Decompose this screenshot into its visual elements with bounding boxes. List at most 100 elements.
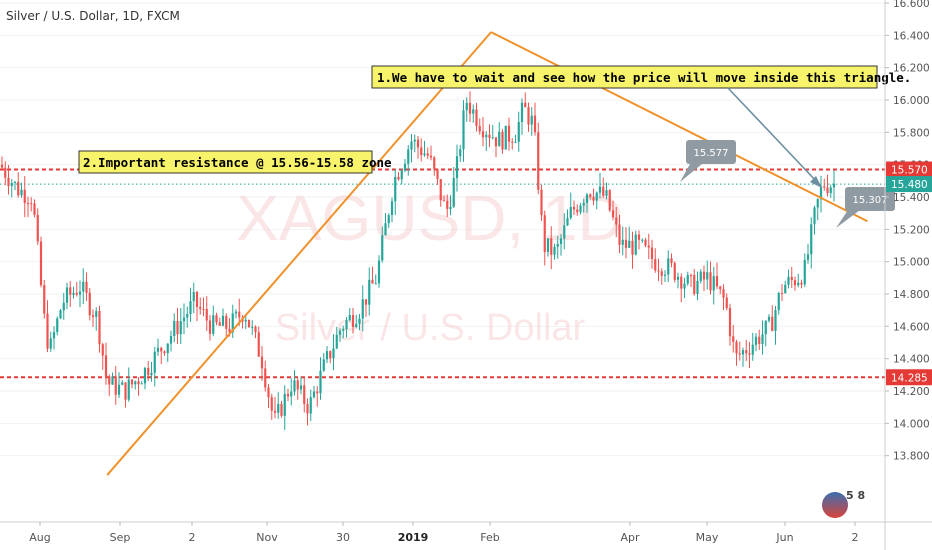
candle — [754, 333, 758, 352]
candle — [478, 118, 481, 135]
candle — [660, 268, 663, 285]
candle — [413, 134, 416, 153]
candle — [208, 315, 212, 341]
candle — [199, 297, 202, 315]
candle — [111, 372, 114, 385]
x-tick-label: 2019 — [398, 531, 429, 544]
candle — [218, 317, 221, 327]
trendline[interactable] — [106, 31, 492, 476]
publisher-logo[interactable]: 5 8 — [822, 489, 865, 518]
candle — [693, 268, 696, 296]
candle — [426, 147, 429, 159]
candle — [371, 266, 374, 284]
candle — [101, 342, 104, 370]
candle — [689, 273, 693, 288]
candle — [117, 372, 121, 399]
candle — [91, 309, 95, 327]
candle — [78, 280, 82, 308]
candle — [761, 320, 764, 355]
candle — [436, 168, 439, 185]
candle — [465, 97, 468, 122]
candle — [7, 164, 10, 195]
candle — [433, 155, 436, 176]
candle — [137, 377, 140, 396]
candle — [455, 144, 459, 192]
candle — [585, 192, 589, 213]
candle — [95, 307, 98, 331]
candle — [699, 269, 702, 284]
grid — [0, 2, 885, 457]
candle — [286, 388, 290, 402]
candle — [491, 125, 494, 140]
candle — [663, 270, 667, 283]
candle — [192, 282, 195, 314]
candle — [810, 217, 813, 269]
candle — [543, 210, 546, 266]
candle — [20, 182, 23, 198]
candle — [182, 303, 186, 335]
callout-upper-text: 15.577 — [694, 148, 729, 159]
candle — [121, 379, 124, 386]
candlestick-series — [0, 91, 836, 430]
candle — [140, 380, 143, 385]
candle — [780, 284, 784, 302]
candle — [741, 347, 745, 367]
candle — [738, 341, 741, 361]
y-tick-label: 15.000 — [893, 257, 930, 269]
candle — [559, 234, 563, 256]
candle — [595, 191, 598, 210]
callout-upper[interactable]: 15.577 — [680, 140, 736, 182]
candle — [676, 272, 680, 289]
x-axis[interactable]: Aug Sep 2 Nov 30 2019 Feb Apr May Jun 2 — [29, 522, 859, 544]
candle — [706, 260, 709, 290]
callout-lower[interactable]: 15.307 — [836, 187, 895, 228]
candle — [462, 100, 465, 162]
candle — [442, 195, 446, 202]
y-tick-label: 14.200 — [893, 386, 930, 398]
candle — [715, 262, 719, 290]
candle — [17, 172, 20, 198]
candle — [472, 104, 475, 123]
note-2-box[interactable] — [78, 150, 373, 174]
candle — [553, 243, 556, 260]
candle — [322, 352, 325, 372]
candle — [147, 361, 150, 382]
candle — [468, 91, 472, 123]
candle — [335, 326, 338, 350]
callout-lower-text: 15.307 — [853, 195, 888, 206]
candle — [400, 168, 403, 185]
candle — [316, 385, 319, 407]
candle — [189, 287, 192, 322]
x-tick-label: Aug — [29, 531, 50, 544]
candle — [290, 378, 293, 406]
candle — [498, 122, 501, 147]
candle — [280, 400, 283, 418]
candle — [488, 124, 491, 148]
candle — [309, 389, 312, 422]
candle — [696, 271, 699, 301]
candle — [816, 198, 819, 221]
candle — [169, 330, 173, 352]
x-tick-label: Feb — [480, 531, 499, 544]
candle — [423, 140, 426, 157]
note-2-text: 2.Important resistance @ 15.56-15.58 zon… — [83, 155, 392, 170]
candle — [416, 136, 420, 159]
candle — [283, 385, 286, 430]
candle — [777, 291, 780, 315]
candle — [647, 233, 650, 260]
note-arrow — [727, 87, 822, 188]
candle — [46, 300, 49, 353]
candle — [784, 280, 787, 294]
candle — [615, 207, 618, 238]
candle — [52, 326, 56, 350]
candle — [98, 305, 101, 353]
candle — [4, 161, 7, 186]
trendline[interactable] — [490, 31, 868, 223]
candle — [566, 209, 569, 226]
candle — [611, 200, 615, 221]
note-1-box[interactable] — [371, 65, 878, 89]
candle — [293, 369, 296, 396]
y-tick-label: 15.800 — [893, 127, 930, 139]
y-tick-label: 16.200 — [893, 63, 930, 75]
